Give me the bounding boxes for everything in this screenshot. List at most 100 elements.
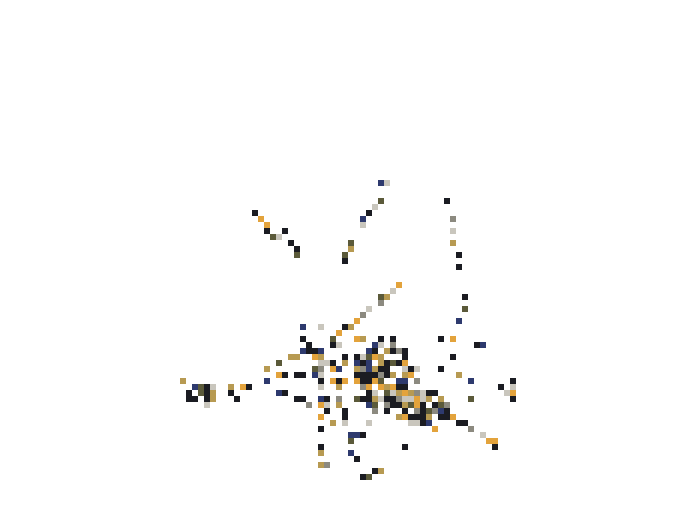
artwork-pixel bbox=[372, 366, 378, 372]
artwork-pixel bbox=[426, 408, 432, 414]
artwork-pixel bbox=[378, 366, 384, 372]
artwork-pixel bbox=[402, 378, 408, 384]
artwork-pixel bbox=[354, 366, 360, 372]
artwork-pixel bbox=[414, 402, 420, 408]
artwork-pixel bbox=[348, 450, 354, 456]
artwork-pixel bbox=[378, 372, 384, 378]
artwork-pixel bbox=[180, 378, 186, 384]
artwork-pixel bbox=[402, 402, 408, 408]
artwork-pixel bbox=[462, 306, 468, 312]
artwork-pixel bbox=[324, 408, 330, 414]
artwork-pixel bbox=[276, 390, 282, 396]
artwork-pixel bbox=[444, 198, 450, 204]
artwork-pixel bbox=[354, 372, 360, 378]
artwork-pixel bbox=[198, 384, 204, 390]
artwork-pixel bbox=[360, 312, 366, 318]
artwork-pixel bbox=[450, 228, 456, 234]
artwork-pixel bbox=[396, 348, 402, 354]
artwork-pixel bbox=[408, 420, 414, 426]
artwork-pixel bbox=[432, 426, 438, 432]
artwork-pixel bbox=[360, 372, 366, 378]
artwork-pixel bbox=[336, 330, 342, 336]
artwork-pixel bbox=[342, 252, 348, 258]
artwork-pixel bbox=[384, 180, 390, 186]
artwork-pixel bbox=[330, 378, 336, 384]
artwork-pixel bbox=[282, 228, 288, 234]
artwork-pixel bbox=[396, 402, 402, 408]
artwork-pixel bbox=[444, 408, 450, 414]
artwork-pixel bbox=[336, 402, 342, 408]
artwork-pixel bbox=[372, 378, 378, 384]
artwork-pixel bbox=[324, 402, 330, 408]
artwork-pixel bbox=[366, 420, 372, 426]
artwork-pixel bbox=[474, 342, 480, 348]
artwork-pixel bbox=[378, 360, 384, 366]
artwork-pixel bbox=[378, 300, 384, 306]
artwork-pixel bbox=[396, 390, 402, 396]
artwork-pixel bbox=[336, 342, 342, 348]
artwork-pixel bbox=[510, 396, 516, 402]
artwork-pixel bbox=[336, 384, 342, 390]
artwork-pixel bbox=[204, 384, 210, 390]
artwork-pixel bbox=[384, 408, 390, 414]
artwork-pixel bbox=[252, 210, 258, 216]
artwork-pixel bbox=[408, 396, 414, 402]
artwork-pixel bbox=[330, 336, 336, 342]
artwork-pixel bbox=[318, 354, 324, 360]
artwork-pixel bbox=[414, 396, 420, 402]
artwork-pixel bbox=[354, 378, 360, 384]
artwork-pixel bbox=[384, 396, 390, 402]
artwork-pixel bbox=[360, 432, 366, 438]
artwork-pixel bbox=[408, 390, 414, 396]
artwork-pixel bbox=[294, 252, 300, 258]
artwork-pixel bbox=[372, 342, 378, 348]
artwork-pixel bbox=[378, 294, 384, 300]
artwork-pixel bbox=[414, 378, 420, 384]
artwork-pixel bbox=[342, 378, 348, 384]
artwork-pixel bbox=[372, 408, 378, 414]
artwork-pixel bbox=[360, 360, 366, 366]
artwork-pixel bbox=[366, 348, 372, 354]
artwork-pixel bbox=[354, 456, 360, 462]
artwork-pixel bbox=[366, 210, 372, 216]
artwork-pixel bbox=[282, 390, 288, 396]
artwork-pixel bbox=[378, 198, 384, 204]
artwork-pixel bbox=[402, 384, 408, 390]
artwork-pixel bbox=[432, 402, 438, 408]
artwork-pixel bbox=[354, 432, 360, 438]
artwork-pixel bbox=[462, 420, 468, 426]
artwork-pixel bbox=[276, 360, 282, 366]
artwork-pixel bbox=[348, 324, 354, 330]
artwork-pixel bbox=[306, 342, 312, 348]
artwork-pixel bbox=[348, 240, 354, 246]
artwork-pixel bbox=[258, 216, 264, 222]
artwork-pixel bbox=[312, 372, 318, 378]
artwork-pixel bbox=[354, 396, 360, 402]
artwork-pixel bbox=[510, 378, 516, 384]
artwork-pixel bbox=[204, 390, 210, 396]
artwork-pixel bbox=[396, 282, 402, 288]
artwork-pixel bbox=[210, 390, 216, 396]
artwork-pixel bbox=[198, 390, 204, 396]
artwork-pixel bbox=[414, 420, 420, 426]
artwork-pixel bbox=[450, 216, 456, 222]
artwork-pixel bbox=[444, 414, 450, 420]
artwork-pixel bbox=[210, 396, 216, 402]
artwork-pixel bbox=[372, 204, 378, 210]
artwork-pixel bbox=[246, 384, 252, 390]
artwork-pixel bbox=[360, 354, 366, 360]
artwork-pixel bbox=[402, 396, 408, 402]
artwork-pixel bbox=[366, 402, 372, 408]
artwork-pixel bbox=[366, 390, 372, 396]
artwork-pixel bbox=[390, 288, 396, 294]
artwork-pixel bbox=[312, 366, 318, 372]
artwork-pixel bbox=[486, 438, 492, 444]
artwork-pixel bbox=[360, 216, 366, 222]
artwork-pixel bbox=[468, 396, 474, 402]
artwork-pixel bbox=[402, 390, 408, 396]
artwork-pixel bbox=[378, 396, 384, 402]
artwork-pixel bbox=[276, 372, 282, 378]
artwork-pixel bbox=[306, 348, 312, 354]
artwork-pixel bbox=[372, 348, 378, 354]
